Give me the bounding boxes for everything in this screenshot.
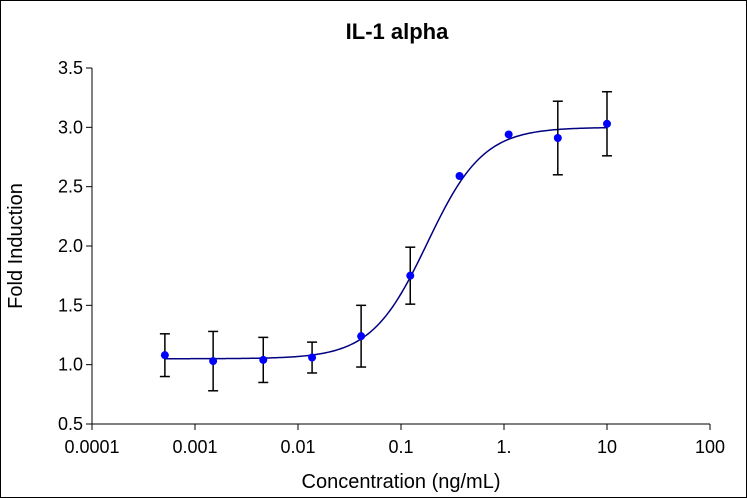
fit-curve (164, 126, 608, 360)
data-point (160, 351, 169, 360)
data-point (259, 355, 268, 364)
data-point (209, 357, 218, 366)
data-point (603, 119, 611, 128)
x-axis-ticks: 0.0001 0.001 0.01 0.1 1. 10 100 (64, 424, 725, 457)
y-tick-label: 3.5 (58, 58, 83, 78)
x-tick-label: 100 (695, 437, 725, 457)
data-point (406, 271, 415, 280)
x-tick-label: 0.001 (172, 437, 217, 457)
error-bars (159, 90, 612, 392)
y-tick-label: 3.0 (58, 117, 83, 137)
y-tick-label: 1.0 (58, 355, 83, 375)
x-tick-label: 0.1 (388, 437, 413, 457)
axes (91, 68, 710, 425)
x-tick-label: 0.01 (280, 437, 315, 457)
y-tick-label: 2.5 (58, 177, 83, 197)
data-point (357, 332, 366, 341)
x-tick-label: 1. (496, 437, 511, 457)
y-axis-ticks: 0.5 1.0 1.5 2.0 2.5 3.0 3.5 (58, 58, 92, 434)
data-point (504, 130, 513, 139)
y-tick-label: 2.0 (58, 236, 83, 256)
x-tick-label: 0.0001 (64, 437, 119, 457)
data-points (160, 119, 611, 366)
y-tick-label: 0.5 (58, 414, 83, 434)
y-axis-label: Fold Induction (5, 183, 27, 309)
chart-title: IL-1 alpha (346, 19, 449, 44)
x-axis-label: Concentration (ng/mL) (302, 471, 501, 493)
data-point (308, 353, 317, 362)
y-tick-label: 1.5 (58, 295, 83, 315)
data-point (553, 134, 562, 143)
data-point (455, 171, 464, 180)
x-tick-label: 10 (597, 437, 617, 457)
